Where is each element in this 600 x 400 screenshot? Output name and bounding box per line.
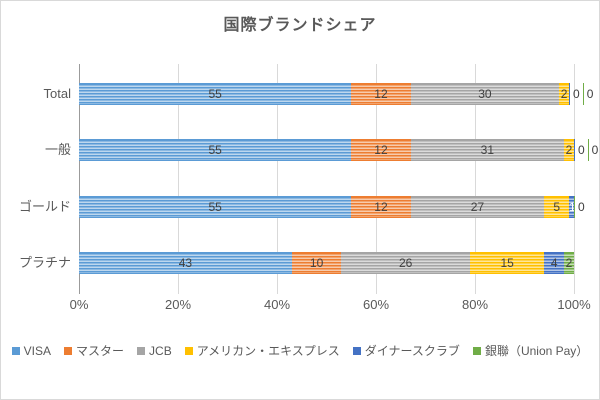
segment-label: 55 — [208, 199, 222, 214]
bar-segment: 43 — [79, 251, 292, 274]
legend-label: VISA — [23, 343, 52, 358]
plot-area: 55 12 30 2 0 0 55 12 31 2 0 0 55 12 27 5 1 0 43 10 26 15 4 2 — [79, 64, 598, 294]
bar-row: 55 12 31 2 0 0 — [79, 139, 598, 162]
segment-label: 31 — [480, 143, 495, 158]
legend-swatch — [137, 346, 146, 355]
x-axis-label: 20% — [164, 297, 192, 312]
x-axis-label: 60% — [362, 297, 390, 312]
legend-swatch — [11, 346, 20, 355]
bar-segment: 10 — [291, 251, 342, 274]
segment-label: 0 — [591, 143, 599, 158]
legend-item: ダイナースクラブ — [352, 342, 460, 359]
category-label: ゴールド — [18, 198, 71, 214]
bar-segment: 4 — [544, 251, 565, 274]
chart-title: 国際ブランドシェア — [223, 17, 377, 34]
legend-label: ダイナースクラブ — [364, 344, 460, 358]
gridline — [574, 64, 575, 294]
segment-label: 12 — [374, 143, 388, 158]
segment-label: 4 — [550, 255, 558, 270]
bar-row: 55 12 30 2 0 0 — [79, 83, 593, 106]
zero-segment-sliver — [569, 83, 571, 106]
bar-segment: 55 — [79, 195, 352, 218]
legend-item: アメリカン・エキスプレス — [184, 342, 340, 359]
bar-row: 43 10 26 15 4 2 — [79, 251, 574, 274]
legend: VISA マスター JCB アメリカン・エキスプレス ダイナースクラブ 銀聯（Union … — [1, 342, 599, 359]
gridline — [277, 64, 278, 294]
zero-segment-sliver — [582, 83, 584, 106]
zero-segment-sliver — [573, 139, 575, 162]
bar-segment: 15 — [470, 251, 545, 274]
bar-segment: 0 — [587, 139, 599, 162]
legend-label: 銀聯（Union Pay） — [484, 344, 589, 358]
segment-label: 55 — [208, 143, 222, 158]
x-axis-label: 80% — [461, 297, 489, 312]
segment-label: 10 — [309, 255, 324, 270]
bar-segment: 5 — [544, 195, 570, 218]
segment-label: 0 — [577, 143, 585, 158]
bar-segment: 12 — [351, 195, 411, 218]
category-label: 一般 — [44, 142, 71, 158]
gridline — [178, 64, 179, 294]
gridline — [376, 64, 377, 294]
gridline — [475, 64, 476, 294]
x-axis-label: 0% — [69, 297, 89, 312]
segment-label: 0 — [573, 87, 580, 102]
x-axis-label: 40% — [263, 297, 291, 312]
bar-segment: 0 — [573, 139, 588, 162]
segment-label: 2 — [560, 87, 568, 102]
bar-segment: 2 — [564, 251, 574, 274]
bar-segment: 0 — [582, 83, 597, 106]
bar-segment: 1 — [569, 195, 576, 218]
segment-label: 5 — [553, 199, 560, 214]
x-axis-label: 100% — [557, 297, 591, 312]
bar-segment: 26 — [341, 251, 471, 274]
segment-label: 0 — [577, 199, 585, 214]
legend-item: JCB — [137, 344, 172, 358]
legend-swatch — [64, 346, 73, 355]
segment-label: 2 — [565, 143, 573, 158]
legend-swatch — [472, 346, 481, 355]
legend-item: マスター — [64, 342, 124, 359]
segment-label: 1 — [569, 199, 576, 214]
segment-label: 27 — [470, 199, 485, 214]
bar-segment: 55 — [79, 83, 352, 106]
bar-segment: 0 — [569, 83, 583, 106]
segment-label: 55 — [208, 87, 222, 102]
bar-segment: 2 — [559, 83, 570, 106]
segment-label: 12 — [374, 199, 388, 214]
bar-segment: 12 — [351, 139, 411, 162]
category-label: プラチナ — [18, 254, 71, 270]
legend-item: VISA — [11, 343, 52, 358]
category-label: Total — [43, 86, 71, 102]
bar-segment: 12 — [351, 83, 411, 106]
segment-label: 2 — [565, 255, 573, 270]
segment-label: 15 — [500, 255, 514, 270]
bar-segment: 2 — [564, 139, 574, 162]
segment-label: 12 — [374, 87, 388, 102]
zero-segment-sliver — [587, 139, 589, 162]
zero-segment-sliver — [573, 195, 575, 218]
legend-label: JCB — [149, 343, 172, 358]
segment-label: 26 — [399, 255, 413, 270]
bar-row: 55 12 27 5 1 0 — [79, 195, 585, 218]
segment-label: 43 — [178, 255, 193, 270]
legend-item: 銀聯（Union Pay） — [472, 342, 589, 359]
bar-segment: 30 — [410, 83, 560, 106]
legend-label: マスター — [76, 344, 125, 358]
legend-swatch — [352, 346, 361, 355]
bar-segment: 55 — [79, 139, 352, 162]
bar-segment: 0 — [573, 195, 588, 218]
legend-label: アメリカン・エキスプレス — [196, 344, 340, 358]
y-axis-line — [79, 64, 80, 294]
segment-label: 30 — [478, 87, 492, 102]
bar-segment: 27 — [410, 195, 545, 218]
bar-segment: 31 — [410, 139, 565, 162]
segment-label: 0 — [586, 87, 594, 102]
legend-swatch — [184, 346, 193, 355]
